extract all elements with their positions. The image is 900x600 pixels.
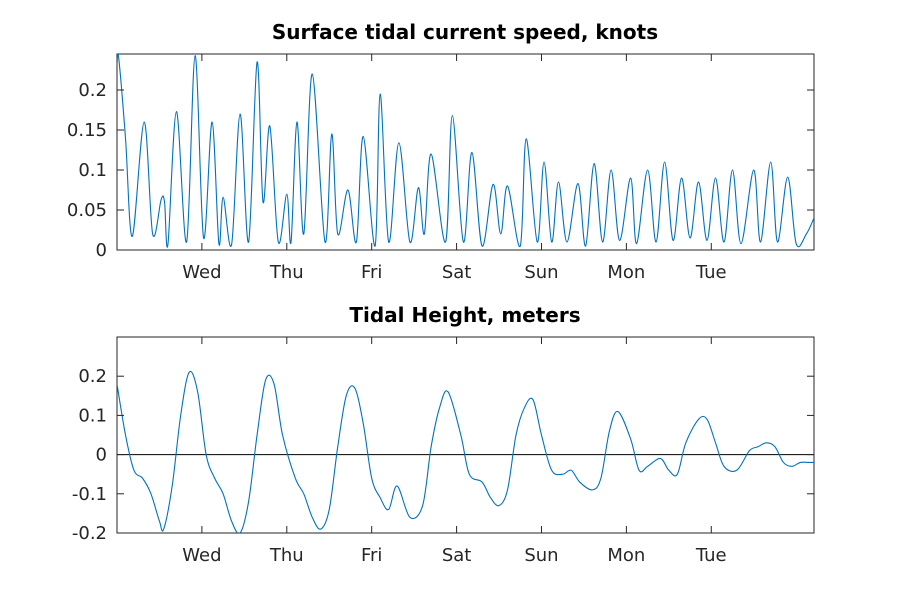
current-speed-x-tick-label: Tue bbox=[695, 262, 727, 283]
current-speed-y-tick-label: 0.1 bbox=[78, 160, 107, 181]
current-speed-series-line bbox=[117, 54, 814, 248]
tidal-height-x-tick-label: Wed bbox=[182, 545, 221, 566]
tidal-height-y-axis: -0.2 -0.1 0 0.1 0.2 bbox=[72, 366, 814, 544]
tidal-height-y-tick-label: -0.1 bbox=[72, 484, 107, 505]
current-speed-x-axis: Wed Thu Fri Sat Sun Mon Tue bbox=[182, 54, 727, 283]
tidal-height-plot-area bbox=[117, 370, 814, 533]
tidal-height-panel: Tidal Height, meters Wed Thu Fri Sat Sun Mon T… bbox=[72, 303, 815, 566]
current-speed-panel: Surface tidal current speed, knots Wed Th… bbox=[67, 20, 815, 283]
tidal-height-x-tick-label: Fri bbox=[361, 545, 382, 566]
current-speed-x-tick-label: Thu bbox=[269, 262, 304, 283]
current-speed-y-tick-label: 0.15 bbox=[67, 120, 107, 141]
tidal-height-x-tick-label: Sat bbox=[442, 545, 472, 566]
current-speed-axes bbox=[116, 53, 815, 251]
tidal-height-x-tick-label: Mon bbox=[607, 545, 645, 566]
tidal-height-x-tick-label: Tue bbox=[695, 545, 727, 566]
tidal-height-y-tick-label: 0.1 bbox=[78, 405, 107, 426]
current-speed-y-tick-label: 0.05 bbox=[67, 200, 107, 221]
tidal-height-axes bbox=[116, 336, 815, 534]
current-speed-y-tick-label: 0.2 bbox=[78, 80, 107, 101]
current-speed-plot-area bbox=[117, 54, 814, 248]
tidal-height-chart-title: Tidal Height, meters bbox=[349, 303, 580, 327]
tidal-height-x-axis: Wed Thu Fri Sat Sun Mon Tue bbox=[182, 337, 727, 566]
tidal-height-y-tick-label: -0.2 bbox=[72, 523, 107, 544]
tidal-height-x-tick-label: Sun bbox=[524, 545, 558, 566]
current-speed-y-tick-label: 0 bbox=[96, 240, 107, 261]
tidal-height-y-tick-label: 0.2 bbox=[78, 366, 107, 387]
tidal-height-series-line bbox=[117, 370, 814, 533]
tidal-height-x-tick-label: Thu bbox=[269, 545, 304, 566]
current-speed-x-tick-label: Sun bbox=[524, 262, 558, 283]
current-speed-x-tick-label: Sat bbox=[442, 262, 472, 283]
current-speed-y-axis: 0 0.05 0.1 0.15 0.2 bbox=[67, 80, 814, 261]
tidal-height-y-tick-label: 0 bbox=[96, 445, 107, 466]
current-speed-x-tick-label: Wed bbox=[182, 262, 221, 283]
current-speed-x-tick-label: Mon bbox=[607, 262, 645, 283]
current-speed-chart-title: Surface tidal current speed, knots bbox=[272, 20, 658, 44]
current-speed-x-tick-label: Fri bbox=[361, 262, 382, 283]
